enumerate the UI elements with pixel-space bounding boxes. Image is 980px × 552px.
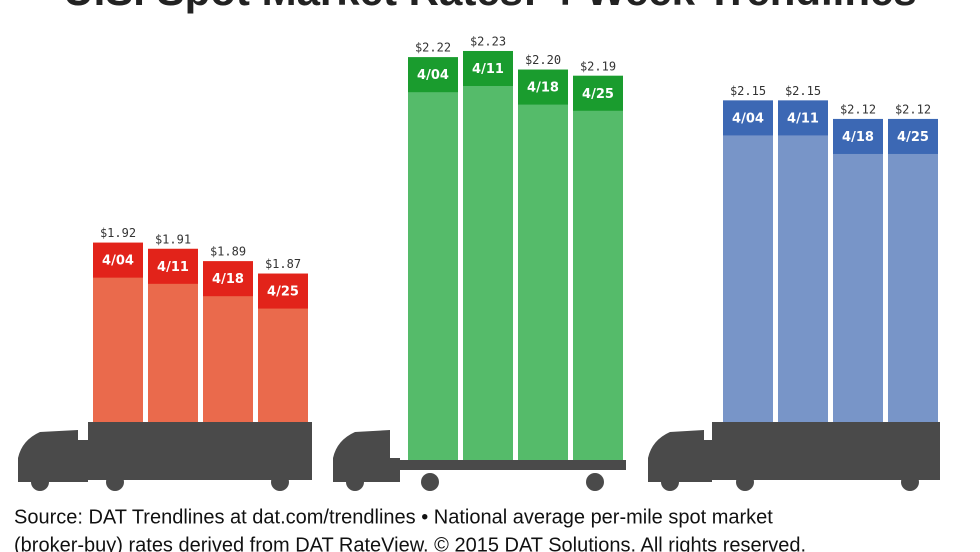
- chart-title: U.S. Spot Market Rates: 4-Week Trendline…: [63, 0, 916, 14]
- value-label: $2.22: [415, 41, 451, 55]
- category-label: 4/18: [842, 130, 874, 145]
- value-label: $2.15: [730, 84, 766, 98]
- category-label: 4/18: [212, 272, 244, 287]
- wheel: [31, 473, 49, 491]
- wheel: [661, 473, 679, 491]
- value-label: $2.23: [470, 34, 506, 48]
- bar-header: [463, 50, 513, 86]
- flatbed: [400, 460, 626, 470]
- bar: [463, 50, 513, 461]
- bar-header: [148, 248, 198, 284]
- source-line: Source: DAT Trendlines at dat.com/trendl…: [14, 506, 773, 528]
- category-label: 4/25: [267, 285, 299, 300]
- value-label: $1.91: [155, 232, 191, 246]
- bar-header: [258, 273, 308, 309]
- value-label: $1.92: [100, 226, 136, 240]
- category-label: 4/04: [732, 111, 764, 126]
- bar: [778, 100, 828, 423]
- bar-header: [888, 118, 938, 154]
- wheel: [346, 473, 364, 491]
- value-label: $2.12: [895, 102, 931, 116]
- source-line: (broker-buy) rates derived from DAT Rate…: [14, 534, 806, 552]
- value-label: $2.20: [525, 53, 561, 67]
- bar: [833, 118, 883, 422]
- value-label: $2.15: [785, 84, 821, 98]
- bar: [888, 118, 938, 422]
- category-label: 4/11: [157, 260, 189, 275]
- category-label: 4/11: [787, 111, 819, 126]
- wheel: [736, 473, 754, 491]
- value-label: $2.19: [580, 59, 616, 73]
- bar-header: [833, 118, 883, 154]
- bar-header: [93, 242, 143, 278]
- bar: [518, 69, 568, 461]
- cab: [18, 430, 88, 482]
- wheel: [586, 473, 604, 491]
- bar-header: [518, 69, 568, 105]
- bar-header: [723, 100, 773, 136]
- value-label: $2.12: [840, 102, 876, 116]
- category-label: 4/04: [417, 68, 449, 83]
- wheel: [901, 473, 919, 491]
- trailer: [88, 422, 312, 480]
- trucks: [18, 422, 940, 491]
- bar: [408, 57, 458, 460]
- wheel: [421, 473, 439, 491]
- bar-header: [573, 75, 623, 111]
- bar-header: [408, 57, 458, 93]
- bar-header: [203, 261, 253, 297]
- cab: [333, 430, 400, 482]
- category-label: 4/18: [527, 81, 559, 96]
- value-label: $1.87: [265, 257, 301, 271]
- value-label: $1.89: [210, 245, 246, 259]
- bar: [723, 100, 773, 423]
- wheel: [106, 473, 124, 491]
- category-label: 4/04: [102, 254, 134, 269]
- category-label: 4/25: [582, 87, 614, 102]
- bar: [573, 75, 623, 460]
- trailer: [712, 422, 940, 480]
- category-label: 4/25: [897, 130, 929, 145]
- category-label: 4/11: [472, 62, 504, 77]
- cab: [648, 430, 712, 482]
- wheel: [271, 473, 289, 491]
- bar-header: [778, 100, 828, 136]
